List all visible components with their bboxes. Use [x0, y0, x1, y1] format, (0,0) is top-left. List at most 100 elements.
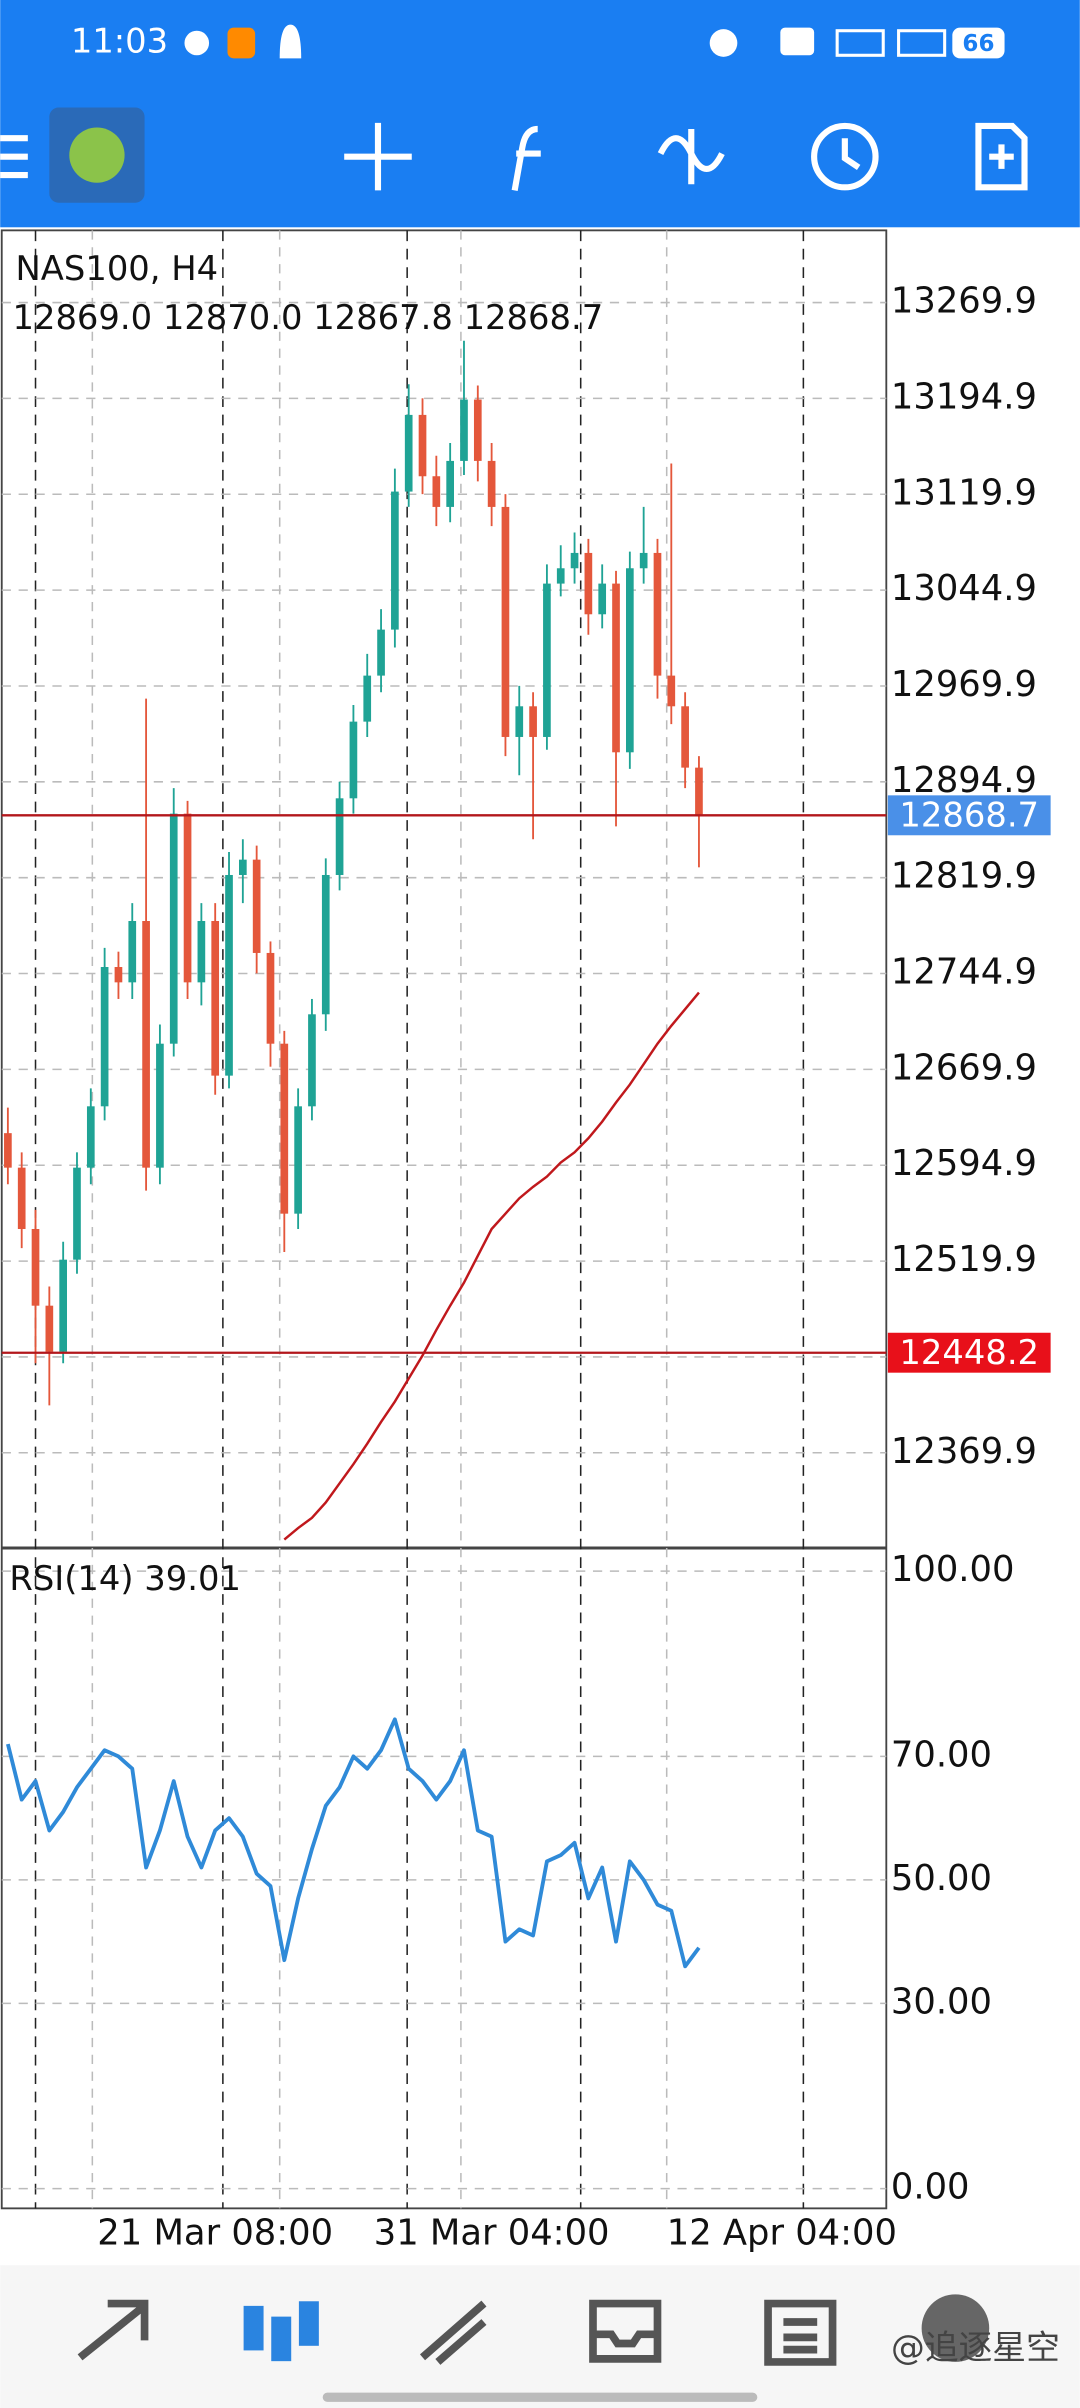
candle-body	[653, 552, 662, 676]
x-tick-label: 21 Mar 08:00	[97, 2212, 333, 2253]
candle-body	[197, 921, 206, 983]
y-tick-label: 100.00	[891, 1549, 1015, 1590]
candle-body	[487, 460, 496, 507]
symbol-title: NAS100, H4	[16, 249, 219, 288]
y-tick-label: 13119.9	[891, 472, 1037, 513]
bottom-nav-icons	[77, 2294, 990, 2366]
candle-body	[473, 399, 482, 461]
chart-frame	[0, 229, 888, 2210]
candle-body	[239, 859, 247, 875]
price-label-bg	[887, 795, 1051, 836]
candle-body	[612, 583, 620, 753]
nav-trade[interactable]	[419, 2300, 487, 2365]
candle-body	[169, 813, 178, 1044]
y-tick-label: 13269.9	[891, 281, 1037, 322]
home-indicator	[322, 2392, 758, 2402]
y-tick-label: 70.00	[891, 1734, 992, 1775]
candle-body	[294, 1106, 302, 1214]
candle-body	[626, 568, 634, 753]
candle-body	[681, 706, 689, 768]
candle-body	[321, 874, 330, 1015]
nav-news[interactable]	[764, 2299, 837, 2366]
price-label: 12448.2	[899, 1333, 1039, 1372]
candle-body	[363, 675, 372, 722]
rsi-title: RSI(14) 39.01	[9, 1559, 241, 1598]
candle-body	[418, 414, 427, 477]
candle-body	[460, 399, 468, 461]
y-tick-label: 12744.9	[891, 952, 1037, 993]
plot-layer: 12369.912444.912519.912594.912669.912744…	[1, 281, 1051, 2253]
candle-body	[639, 552, 648, 569]
y-tick-label: 12519.9	[891, 1239, 1037, 1280]
candle-body	[225, 874, 233, 1076]
candle-body	[556, 568, 565, 584]
candle-body	[377, 629, 385, 676]
y-tick-label: 13194.9	[891, 376, 1037, 417]
candle-body	[432, 476, 441, 507]
watermark: @追逐星空	[891, 2328, 1060, 2367]
battery-level: 66	[962, 31, 994, 57]
candle-body	[501, 506, 510, 737]
indicator-line	[6, 1717, 701, 1969]
bottom-nav	[0, 2265, 1080, 2408]
nav-messages[interactable]	[921, 2294, 990, 2362]
candle-body	[4, 1133, 12, 1168]
period-separators	[34, 230, 805, 2209]
candle-body	[335, 798, 344, 875]
y-tick-label: 12669.9	[891, 1047, 1037, 1088]
y-tick-label: 12819.9	[891, 856, 1037, 897]
trade-button[interactable]	[657, 129, 725, 185]
period-button[interactable]	[811, 122, 879, 191]
candle-body	[252, 859, 261, 953]
candle-body	[211, 921, 220, 1076]
candle-body	[349, 721, 358, 799]
toolbar	[0, 107, 1028, 203]
new-order-button[interactable]	[975, 122, 1028, 191]
menu-button[interactable]	[0, 135, 28, 179]
y-tick-label: 13044.9	[891, 568, 1037, 609]
candle-body	[695, 767, 703, 816]
candle-body	[598, 583, 607, 615]
ohlc-readout: 12869.0 12870.0 12867.8 12868.7	[12, 298, 603, 337]
indicators-button[interactable]	[511, 125, 541, 191]
candle-body	[59, 1259, 67, 1352]
price-label: 12868.7	[899, 795, 1039, 834]
candle-body	[156, 1043, 164, 1168]
price-label-bg	[887, 1332, 1051, 1373]
candle-body	[391, 491, 399, 630]
candle-body	[31, 1229, 40, 1306]
candle-body	[183, 813, 192, 983]
status-time: 11:03	[71, 22, 168, 61]
candle-body	[280, 1043, 289, 1214]
nav-chart[interactable]	[243, 2301, 319, 2362]
candle-body	[45, 1305, 54, 1352]
candle-body	[404, 414, 413, 492]
candle-body	[100, 967, 109, 1107]
nav-quotes[interactable]	[77, 2299, 149, 2361]
candle-body	[446, 460, 454, 507]
nav-history[interactable]	[589, 2299, 662, 2363]
x-tick-label: 31 Mar 04:00	[374, 2212, 610, 2253]
candle-body	[86, 1106, 95, 1168]
y-tick-label: 30.00	[891, 1981, 992, 2022]
candle-body	[142, 921, 150, 1168]
moving-average-line	[283, 991, 700, 1541]
y-tick-label: 12969.9	[891, 664, 1037, 705]
candle-body	[515, 706, 524, 737]
y-tick-label: 12894.9	[891, 760, 1037, 801]
crosshair-button[interactable]	[344, 122, 412, 191]
x-tick-label: 12 Apr 04:00	[667, 2212, 897, 2253]
candle-body	[266, 952, 275, 1044]
candle-body	[17, 1167, 26, 1230]
candle-body	[543, 583, 551, 737]
y-tick-label: 12369.9	[891, 1431, 1037, 1472]
candle-body	[667, 675, 676, 707]
vertical-grid	[91, 230, 668, 2209]
candle-body	[73, 1167, 81, 1260]
candle-body	[584, 552, 593, 615]
candle-body	[308, 1014, 316, 1107]
candle-body	[529, 706, 537, 737]
y-tick-label: 50.00	[891, 1858, 992, 1899]
